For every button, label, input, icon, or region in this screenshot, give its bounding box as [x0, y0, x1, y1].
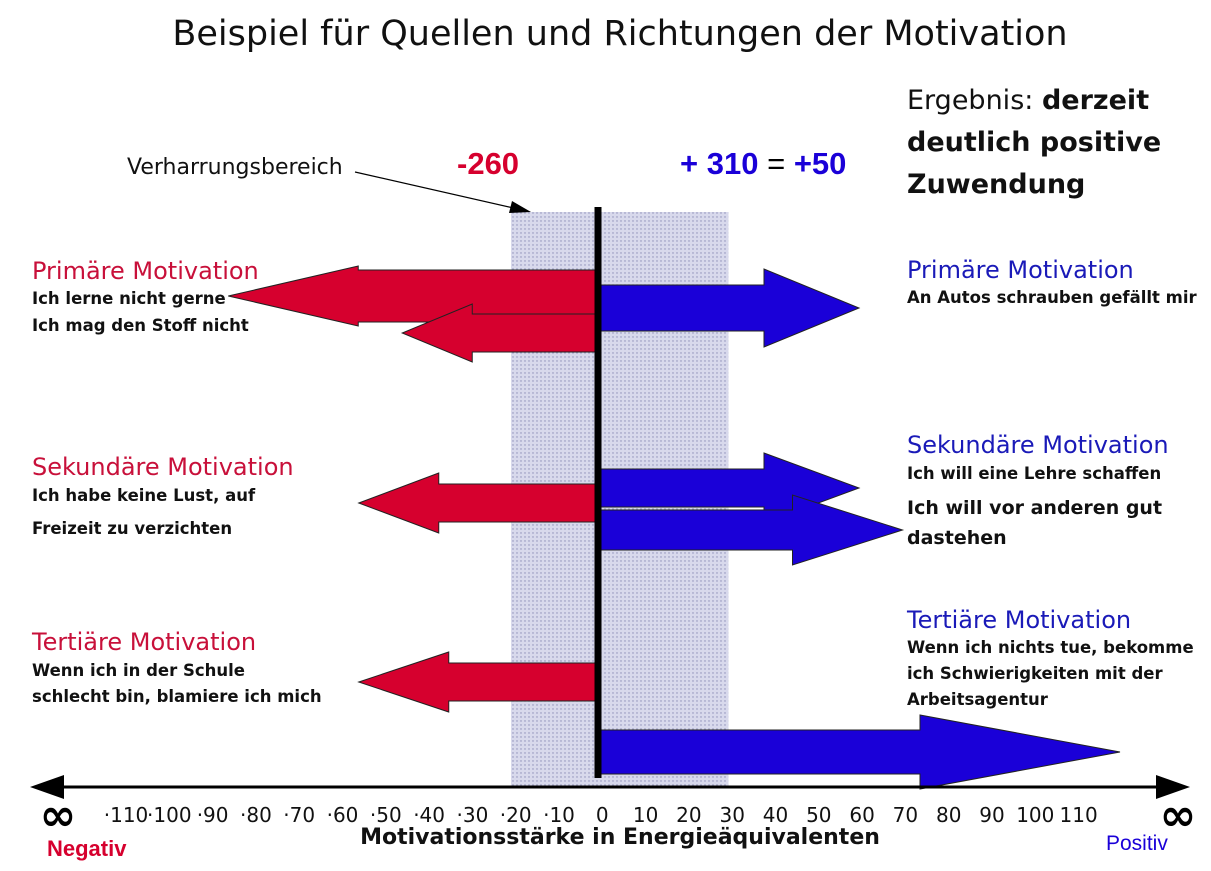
axis-tick-label: 90	[979, 803, 1004, 827]
right-secondary-item-2: Ich will vor anderen gut	[907, 497, 1163, 519]
axis-tick-label: 80	[936, 803, 961, 827]
axis-tick-label: 20	[676, 803, 701, 827]
left-primary-item-2: Ich mag den Stoff nicht	[32, 316, 249, 335]
left-primary-heading: Primäre Motivation	[32, 257, 259, 285]
arrow-neg-primary-2	[400, 303, 599, 363]
axis-tick-label: ·90	[197, 803, 229, 827]
arrow-pos-primary	[597, 268, 861, 348]
negative-sum: -260	[457, 146, 520, 181]
axis-tick-label: 40	[763, 803, 788, 827]
left-primary-item-1: Ich lerne nicht gerne	[32, 289, 226, 308]
left-secondary-item-2: Freizeit zu verzichten	[32, 519, 233, 538]
axis-title: Motivationsstärke in Energieäquivalenten	[360, 825, 880, 850]
axis-tick-label: ·60	[327, 803, 359, 827]
equals-sign: =	[767, 146, 786, 181]
axis-tick-label: ·100	[147, 803, 192, 827]
right-secondary-item-3: dastehen	[907, 527, 1007, 549]
right-primary-item-1: An Autos schrauben gefällt mir	[907, 288, 1197, 307]
axis-tick-label: 110	[1060, 803, 1098, 827]
axis-tick-label: 60	[849, 803, 874, 827]
axis-tick-label: ·30	[456, 803, 488, 827]
positive-sum-equation: + 310 = +50	[680, 146, 846, 182]
axis-left-arrowhead	[30, 775, 64, 799]
right-secondary-heading: Sekundäre Motivation	[907, 431, 1169, 459]
inertia-pointer-head	[509, 201, 531, 213]
axis-tick-label: ·80	[240, 803, 272, 827]
result-bold-3: Zuwendung	[907, 169, 1086, 200]
axis-tick-label: 0	[596, 803, 609, 827]
result-bold-2: deutlich positive	[907, 127, 1162, 158]
diagram-title: Beispiel für Quellen und Richtungen der …	[172, 14, 1068, 54]
left-secondary-item-1: Ich habe keine Lust, auf	[32, 486, 256, 505]
inertia-pointer-line	[354, 171, 519, 210]
axis-tick-label: ·20	[500, 803, 532, 827]
left-tertiary-item-2: schlecht bin, blamiere ich mich	[32, 687, 322, 706]
result-text: Ergebnis: derzeit deutlich positive Zuwe…	[907, 80, 1161, 206]
axis-negative-label: Negativ	[47, 836, 127, 861]
axis-tick-label: 50	[806, 803, 831, 827]
axis-positive-label: Positiv	[1106, 832, 1168, 855]
right-tertiary-item-3: Arbeitsagentur	[907, 690, 1048, 709]
axis-tick-label: 10	[633, 803, 658, 827]
axis-tick-label: 30	[719, 803, 744, 827]
left-tertiary-item-1: Wenn ich in der Schule	[32, 661, 246, 680]
result-bold-1: derzeit	[1041, 85, 1150, 116]
right-primary-heading: Primäre Motivation	[907, 256, 1134, 284]
left-secondary-heading: Sekundäre Motivation	[32, 453, 294, 481]
result-prefix: Ergebnis:	[907, 85, 1034, 116]
axis-tick-label: 70	[893, 803, 918, 827]
positive-sum: + 310	[680, 146, 759, 181]
arrow-neg-secondary	[357, 472, 599, 534]
axis-tick-label: ·50	[370, 803, 402, 827]
axis-right-arrowhead	[1156, 775, 1190, 799]
axis-tick-label: ·70	[283, 803, 315, 827]
infinity-left: ∞	[40, 790, 77, 841]
arrow-pos-secondary-2	[597, 494, 905, 566]
inertia-label: Verharrungsbereich	[127, 155, 343, 180]
right-tertiary-item-1: Wenn ich nichts tue, bekomme	[907, 638, 1194, 657]
right-secondary-item-1: Ich will eine Lehre schaffen	[907, 464, 1162, 483]
right-tertiary-heading: Tertiäre Motivation	[907, 606, 1132, 634]
infinity-right: ∞	[1160, 790, 1197, 841]
axis-tick-label: ·40	[413, 803, 445, 827]
result-sum: +50	[793, 146, 847, 181]
axis-tick-label: ·110	[104, 803, 149, 827]
right-tertiary-item-2: ich Schwierigkeiten mit der	[907, 664, 1163, 683]
arrow-pos-tertiary	[597, 714, 1121, 790]
axis-tick-label: 100	[1016, 803, 1054, 827]
left-tertiary-heading: Tertiäre Motivation	[32, 628, 257, 656]
axis-tick-label: ·10	[543, 803, 575, 827]
arrow-neg-tertiary	[357, 651, 599, 713]
